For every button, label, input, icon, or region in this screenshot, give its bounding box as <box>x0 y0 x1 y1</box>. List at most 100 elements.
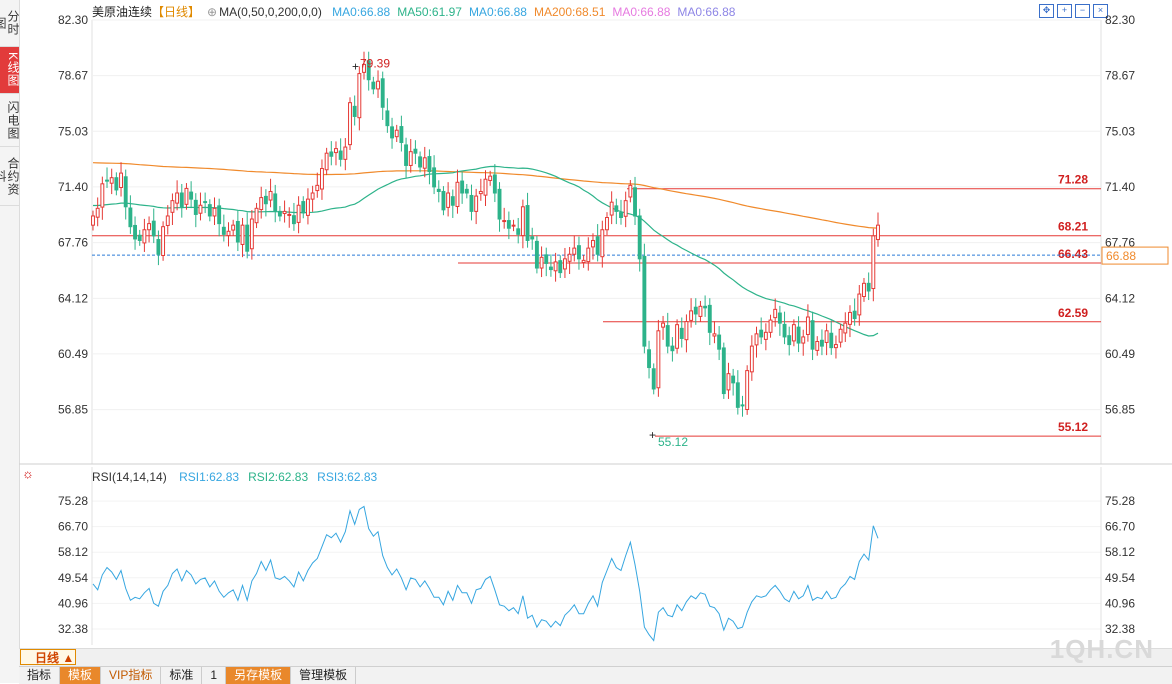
candle-body <box>796 326 801 344</box>
candle-body <box>226 230 231 237</box>
toolbar-indicators[interactable]: 指标 <box>19 667 61 684</box>
rsi-tick-left: 49.54 <box>58 571 88 585</box>
candle-body <box>235 220 240 243</box>
candle-body <box>862 282 866 298</box>
candle-body <box>291 215 296 225</box>
candle-body <box>455 181 460 207</box>
tab-lightning[interactable]: 闪电图 <box>0 94 20 147</box>
candle-body <box>819 339 824 347</box>
candle-body <box>175 192 180 204</box>
toolbar-save-template[interactable]: 另存模板 <box>226 667 292 684</box>
candle-body <box>670 345 675 352</box>
candle-body <box>791 324 796 342</box>
candle-body <box>637 215 642 260</box>
candle-body <box>427 156 432 173</box>
toolbar-standard[interactable]: 标准 <box>161 667 203 684</box>
candle-body <box>693 306 698 315</box>
candle-body <box>165 215 170 226</box>
rsi-tick-left: 75.28 <box>58 494 88 508</box>
candle-body <box>497 188 502 220</box>
candle-body <box>259 197 264 211</box>
rsi-tick-right: 32.38 <box>1105 622 1135 636</box>
toolbar-vip-indicators[interactable]: VIP指标 <box>101 667 162 684</box>
candle-body <box>684 321 689 341</box>
candle-body <box>301 201 306 214</box>
rsi-tick-right: 40.96 <box>1105 596 1135 610</box>
candle-body <box>394 129 399 138</box>
candle-body <box>707 304 712 333</box>
candle-body <box>642 255 647 347</box>
candle-body <box>763 331 768 340</box>
ma-legend-item: MA200:68.51 <box>533 5 606 19</box>
candle-body <box>619 212 623 219</box>
symbol-name: 美原油连续 <box>92 5 153 19</box>
candle-body <box>777 312 782 324</box>
candle-body <box>109 177 114 184</box>
rsi-legend-item: RSI3:62.83 <box>317 470 378 484</box>
toolbar-manage-templates[interactable]: 管理模板 <box>291 667 357 684</box>
candle-body <box>717 334 722 350</box>
candle-body <box>380 78 385 108</box>
tab-kline[interactable]: K线图 <box>0 47 20 94</box>
close-icon[interactable]: × <box>1093 4 1108 18</box>
candle-body <box>357 73 362 119</box>
candle-body <box>520 206 525 237</box>
candle-body <box>544 254 549 264</box>
low-marker: + <box>649 428 656 442</box>
candle-body <box>698 305 703 317</box>
candle-body <box>119 172 123 188</box>
candle-body <box>203 201 208 204</box>
candle-body <box>105 179 109 182</box>
toolbar-page-number[interactable]: 1 <box>202 667 227 684</box>
candle-body <box>422 157 427 169</box>
horizontal-line-label: 55.12 <box>1058 420 1088 434</box>
candle-body <box>193 199 198 215</box>
candle-body <box>474 195 479 212</box>
candle-body <box>591 239 595 248</box>
tab-intraday[interactable]: 分时图 <box>0 0 20 47</box>
move-icon[interactable]: ✥ <box>1039 4 1054 18</box>
period-selector-label: 日线 <box>35 651 60 665</box>
y-tick-left: 67.76 <box>58 236 88 250</box>
candle-body <box>320 168 324 190</box>
candle-body <box>838 328 843 343</box>
candle-body <box>815 341 820 351</box>
candle-body <box>726 373 731 391</box>
zoom-out-icon[interactable]: − <box>1075 4 1090 18</box>
rsi-title: RSI(14,14,14) <box>92 470 167 484</box>
zoom-in-icon[interactable]: + <box>1057 4 1072 18</box>
period-selector[interactable]: 日线 ▲ <box>20 649 76 665</box>
candle-body <box>876 224 880 241</box>
candle-body <box>506 220 511 229</box>
y-tick-right: 82.30 <box>1105 13 1135 27</box>
candle-body <box>366 60 371 81</box>
candle-body <box>675 324 680 349</box>
candle-body <box>483 178 488 196</box>
candle-body <box>829 332 834 349</box>
period-label[interactable]: 【日线】 <box>152 5 201 19</box>
candle-body <box>530 236 535 240</box>
candle-body <box>525 205 530 241</box>
candle-body <box>282 210 287 215</box>
candle-body <box>567 253 572 262</box>
toolbar-templates[interactable]: 模板 <box>60 667 102 684</box>
add-indicator-icon[interactable]: ⊕ <box>207 5 218 19</box>
candle-body <box>656 330 661 389</box>
candle-body <box>408 151 413 166</box>
candle-body <box>801 336 806 344</box>
candle-body <box>689 310 694 321</box>
candle-body <box>91 215 95 226</box>
side-tab-bar: 分时图 K线图 闪电图 合约资料 <box>0 0 20 683</box>
candle-body <box>254 207 259 224</box>
chart-tools: ✥ + − × <box>1039 4 1108 18</box>
rsi-legend-item: RSI2:62.83 <box>248 470 309 484</box>
y-tick-right: 67.76 <box>1105 236 1135 250</box>
watermark: 1QH.CN <box>1049 634 1154 664</box>
rsi-legend: RSI(14,14,14) RSI1:62.83 RSI2:62.83 RSI3:6… <box>92 470 395 484</box>
tab-contract-info[interactable]: 合约资料 <box>0 147 20 206</box>
candle-body <box>399 126 404 143</box>
candle-body <box>488 175 493 181</box>
candle-body <box>441 190 446 211</box>
rsi-settings-icon[interactable]: ☼ <box>22 466 34 481</box>
ma-params: MA(0,50,0,200,0,0) <box>219 5 322 19</box>
